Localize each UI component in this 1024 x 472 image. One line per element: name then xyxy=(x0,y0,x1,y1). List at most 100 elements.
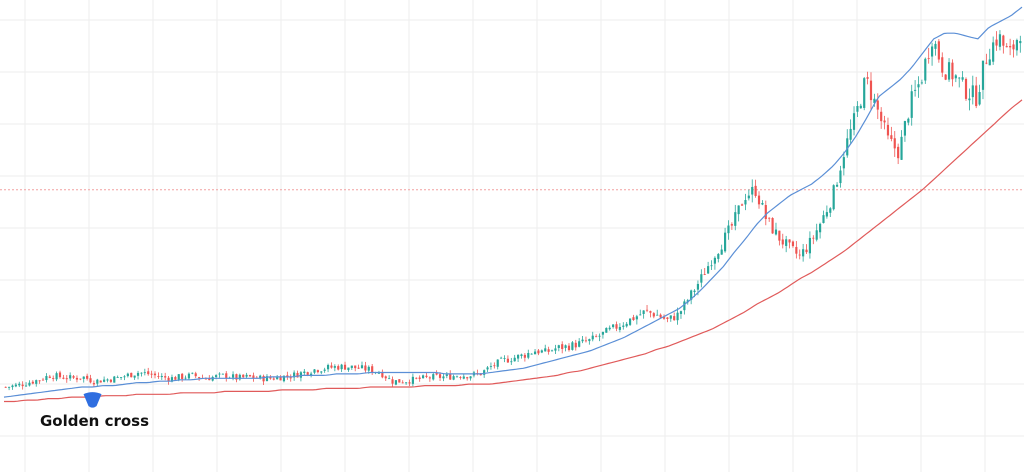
candle xyxy=(652,312,655,319)
candle xyxy=(143,368,146,376)
candle xyxy=(839,165,842,188)
candle xyxy=(700,269,703,288)
candle xyxy=(391,376,394,387)
candle xyxy=(415,377,418,380)
candle xyxy=(947,58,951,82)
candle xyxy=(174,375,177,380)
candle xyxy=(506,355,509,363)
candle xyxy=(248,374,252,377)
candle xyxy=(978,84,981,106)
candle xyxy=(92,380,96,387)
candle xyxy=(130,372,133,378)
candle xyxy=(992,36,995,65)
candle xyxy=(927,47,930,64)
candle xyxy=(119,377,123,381)
candle xyxy=(856,101,859,117)
candle xyxy=(486,366,489,372)
candle xyxy=(466,376,469,381)
candle xyxy=(842,151,845,176)
candle xyxy=(18,381,21,388)
candle xyxy=(354,365,357,372)
candle xyxy=(432,372,435,381)
candle xyxy=(259,374,262,380)
candle xyxy=(822,210,825,224)
candle xyxy=(554,344,557,355)
candle xyxy=(574,339,577,351)
candle xyxy=(618,323,621,333)
candle xyxy=(557,344,560,352)
candle xyxy=(231,371,235,381)
candle xyxy=(795,241,798,259)
candle xyxy=(442,373,445,382)
candle xyxy=(584,336,588,343)
candle xyxy=(544,344,547,352)
candle xyxy=(357,364,360,369)
candle xyxy=(968,88,971,111)
candle xyxy=(123,375,126,381)
candle xyxy=(333,364,336,372)
candle xyxy=(388,375,391,380)
candle xyxy=(893,131,896,157)
candle xyxy=(740,203,744,206)
candle xyxy=(360,361,364,369)
candle xyxy=(727,220,730,240)
candle xyxy=(764,200,767,226)
candle xyxy=(998,30,1002,51)
candle xyxy=(1012,40,1015,58)
candle xyxy=(489,362,493,370)
candle xyxy=(96,378,99,387)
golden-cross-label: Golden cross xyxy=(40,412,149,430)
candle xyxy=(798,249,801,260)
candle xyxy=(109,378,112,384)
candle xyxy=(52,375,55,382)
candle xyxy=(106,378,109,383)
candle xyxy=(829,207,832,217)
candle xyxy=(944,74,947,81)
candle xyxy=(934,40,937,56)
candle xyxy=(11,384,14,390)
candle xyxy=(496,359,499,370)
candle xyxy=(289,374,292,382)
candle xyxy=(279,375,282,381)
candle xyxy=(31,380,34,385)
candle xyxy=(825,205,828,219)
candle xyxy=(642,310,645,319)
candle xyxy=(771,217,774,234)
candle xyxy=(405,382,408,385)
candle xyxy=(153,371,157,379)
candle xyxy=(622,322,625,330)
candle xyxy=(819,222,822,239)
candle xyxy=(595,334,598,338)
candle xyxy=(720,244,723,255)
candle xyxy=(863,76,866,111)
candle xyxy=(985,53,988,65)
candle xyxy=(194,371,197,379)
candle xyxy=(500,356,503,359)
candle xyxy=(1015,38,1018,56)
candle xyxy=(136,370,140,380)
candle xyxy=(293,370,296,381)
candle xyxy=(459,376,462,380)
candle xyxy=(326,363,330,373)
candle xyxy=(343,361,347,370)
candle xyxy=(4,386,7,388)
candle xyxy=(849,119,852,145)
candle xyxy=(930,42,934,66)
candle xyxy=(103,376,106,383)
candle xyxy=(330,362,333,369)
candle xyxy=(493,362,496,369)
candle xyxy=(1005,43,1008,48)
candle xyxy=(866,71,869,85)
candle xyxy=(958,77,961,88)
candle xyxy=(221,373,224,375)
candle xyxy=(751,179,754,203)
candle xyxy=(975,76,978,109)
candle xyxy=(774,222,778,236)
candle xyxy=(723,227,727,253)
candle xyxy=(628,318,632,326)
candle xyxy=(914,80,917,97)
candle xyxy=(411,373,414,387)
candle xyxy=(14,382,17,388)
candle xyxy=(883,115,886,130)
